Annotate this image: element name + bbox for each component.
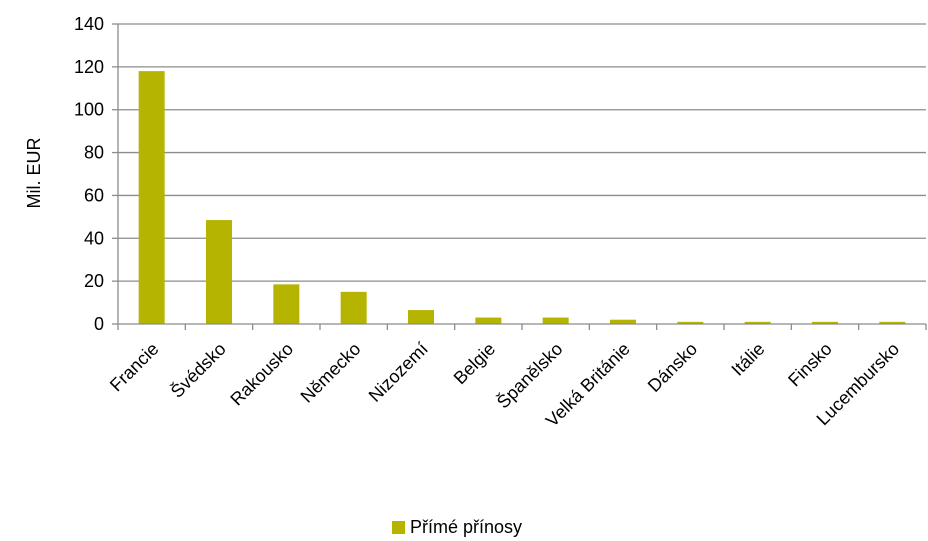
bar xyxy=(677,321,704,324)
gridlines xyxy=(118,23,926,282)
bar xyxy=(610,319,636,324)
legend: Přímé přínosy xyxy=(392,517,522,537)
x-tick-label: Švédsko xyxy=(166,338,230,402)
y-tick-label: 140 xyxy=(74,14,104,34)
x-tick-label: Belgie xyxy=(450,339,500,389)
y-tick-label: 40 xyxy=(84,228,104,248)
legend-label: Přímé přínosy xyxy=(410,517,522,537)
x-tick-label: Finsko xyxy=(784,339,836,391)
bars xyxy=(138,71,906,325)
y-tick-label: 20 xyxy=(84,271,104,291)
bar xyxy=(879,321,906,324)
bar xyxy=(812,321,838,324)
x-tick-label: Rakousko xyxy=(226,339,297,410)
y-tick-labels: 0 20 40 60 80 100 120 140 xyxy=(74,14,104,334)
bar xyxy=(475,317,502,324)
x-tick-label: Španělsko xyxy=(492,338,566,412)
x-tick-label: Dánsko xyxy=(644,339,701,396)
y-tick-label: 100 xyxy=(74,100,104,120)
y-tick-label: 80 xyxy=(84,143,104,163)
bar xyxy=(542,317,569,324)
y-tick-label: 0 xyxy=(94,314,104,334)
x-tick-label: Francie xyxy=(106,339,163,396)
bar xyxy=(340,291,367,324)
bar xyxy=(273,284,300,324)
bar xyxy=(138,71,165,325)
y-tick-label: 120 xyxy=(74,57,104,77)
bar xyxy=(206,220,232,324)
y-axis-title: Mil. EUR xyxy=(24,138,44,209)
x-tick-label: Itálie xyxy=(727,339,768,380)
x-tick-label: Německo xyxy=(297,339,365,407)
axes xyxy=(112,23,927,330)
legend-swatch xyxy=(392,521,405,534)
y-tick-label: 60 xyxy=(84,185,104,205)
x-tick-label: Nizozemí xyxy=(365,339,432,406)
bar xyxy=(408,310,434,324)
bar xyxy=(744,321,771,324)
